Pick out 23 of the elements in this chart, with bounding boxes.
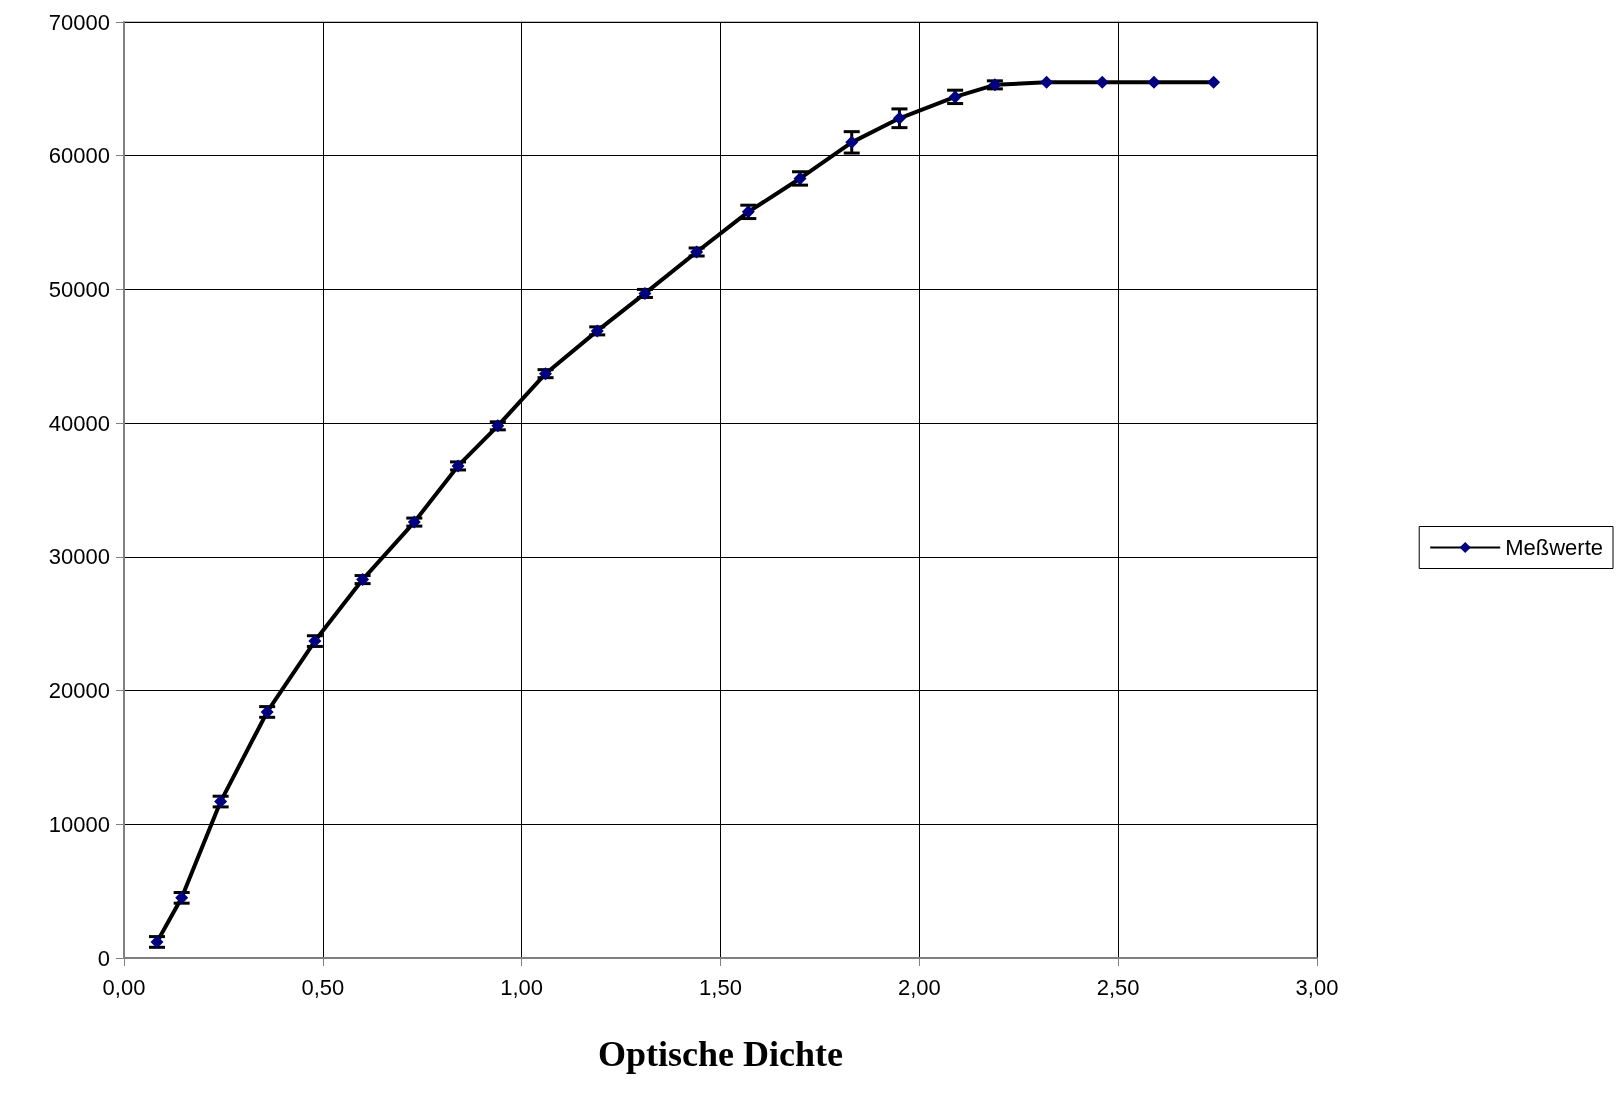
y-tick-label: 40000 [48,410,110,436]
point [892,111,906,125]
y-tick-label: 30000 [48,544,110,570]
x-tick-label: 0,50 [301,974,345,1000]
point [845,135,859,149]
y-tick-label: 0 [97,945,110,971]
y-tick-label: 50000 [48,276,110,302]
y-tick-label: 70000 [48,9,110,35]
x-tick-label: 0,00 [102,974,146,1000]
x-tick-label: 2,00 [897,974,941,1000]
point [1095,75,1109,89]
x-tick-label: 1,50 [699,974,742,1000]
y-tick-label: 20000 [48,678,110,704]
x-tick-label: 2,50 [1096,974,1140,1000]
point [1040,75,1054,89]
legend-label: Meßwerte [1505,535,1603,560]
y-tick-label: 10000 [48,811,110,837]
x-tick-label: 1,00 [500,974,544,1000]
point [1147,75,1161,89]
point [1207,75,1221,89]
x-tick-label: 3,00 [1295,974,1339,1000]
x-axis-title: Optische Dichte [598,1034,844,1074]
y-tick-label: 60000 [48,143,110,169]
